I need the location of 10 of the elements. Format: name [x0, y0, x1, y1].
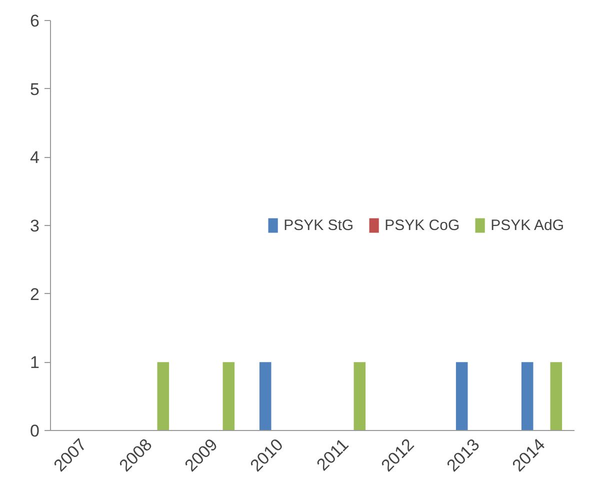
y-tick-label: 2	[30, 284, 40, 304]
y-tick-label: 6	[30, 12, 40, 30]
y-tick-label: 3	[30, 216, 40, 236]
legend-label: PSYK AdG	[490, 216, 564, 234]
y-tick-label: 5	[30, 80, 40, 99]
y-tick-label: 1	[30, 353, 40, 372]
legend-label: PSYK StG	[284, 216, 354, 234]
legend-label: PSYK CoG	[384, 216, 460, 234]
y-tick-label: 4	[30, 148, 40, 168]
y-tick-label: 0	[30, 422, 40, 440]
